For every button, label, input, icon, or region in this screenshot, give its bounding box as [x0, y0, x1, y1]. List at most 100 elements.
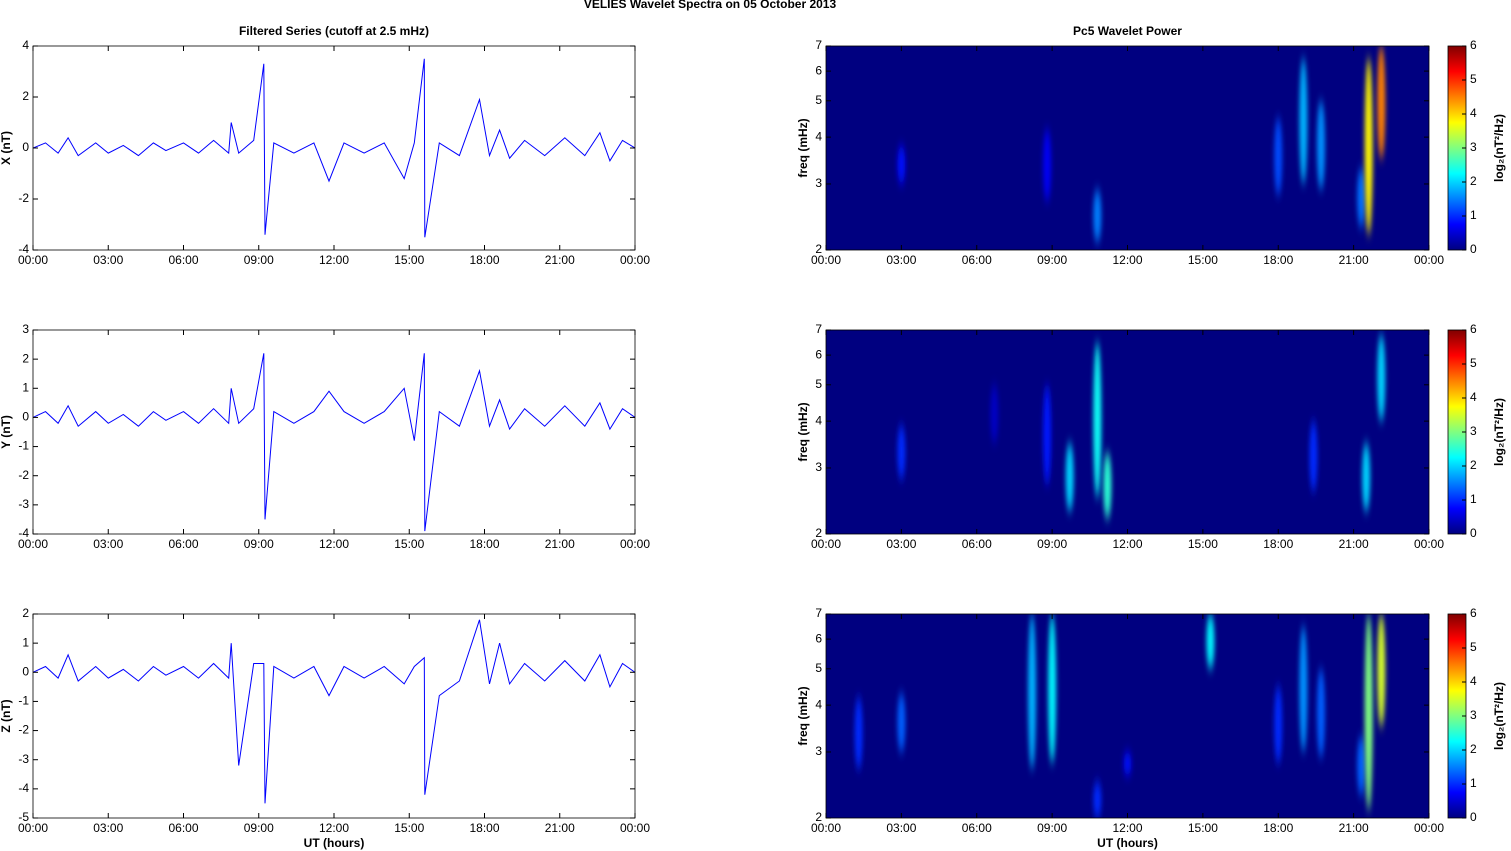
y-tick-label: 2 — [22, 351, 29, 365]
y-tick-label: -1 — [18, 694, 29, 708]
x-tick-label: 00:00 — [18, 821, 48, 835]
x-tick-label: 00:00 — [1414, 253, 1444, 267]
x-tick-label: 06:00 — [962, 821, 992, 835]
x-tick-label: 15:00 — [394, 821, 424, 835]
y-tick-label: 3 — [815, 176, 822, 190]
colorbar-tick-label: 3 — [1470, 140, 1477, 154]
colorbar-tick-label: 2 — [1470, 458, 1477, 472]
plot-area — [897, 46, 1386, 243]
plot-area — [897, 334, 1386, 519]
wavelet-power — [1299, 626, 1308, 752]
plot-background — [826, 46, 1429, 250]
x-tick-label: 00:00 — [1414, 821, 1444, 835]
colorbar-tick-label: 1 — [1470, 208, 1477, 222]
colorbar-tick-label: 4 — [1470, 106, 1477, 120]
y-tick-label: 0 — [22, 410, 29, 424]
wavelet-power — [1274, 685, 1283, 764]
x-tick-label: 06:00 — [962, 537, 992, 551]
wavelet-power — [1357, 168, 1366, 228]
plot-background — [826, 330, 1429, 534]
y-axis-label: freq (mHz) — [796, 686, 810, 745]
y-tick-label: 4 — [815, 129, 822, 143]
y-tick-label: 3 — [22, 322, 29, 336]
y-tick-label: 5 — [815, 377, 822, 391]
x-tick-label: 18:00 — [1263, 821, 1293, 835]
wavelet-power — [897, 693, 906, 752]
x-tick-label: 15:00 — [1188, 821, 1218, 835]
wavelet-power — [1316, 100, 1325, 190]
y-axis-label: Y (nT) — [0, 415, 13, 449]
series-line — [33, 353, 635, 532]
y-tick-label: -3 — [18, 497, 29, 511]
colorbar-tick-label: 3 — [1470, 708, 1477, 722]
wavelet-power — [1377, 46, 1386, 159]
x-tick-label: 12:00 — [1112, 253, 1142, 267]
x-tick-label: 18:00 — [1263, 537, 1293, 551]
y-tick-label: 6 — [815, 631, 822, 645]
colorbar-label: log₂(nT²/Hz) — [1492, 398, 1506, 466]
x-tick-label: 21:00 — [545, 253, 575, 267]
x-tick-label: 06:00 — [168, 253, 198, 267]
x-tick-label: 09:00 — [244, 821, 274, 835]
y-tick-label: -4 — [18, 526, 29, 540]
x-tick-label: 03:00 — [93, 537, 123, 551]
chart-title: Pc5 Wavelet Power — [1073, 24, 1182, 38]
y-tick-label: 0 — [22, 664, 29, 678]
plot-area — [854, 614, 1386, 818]
plot-area — [33, 58, 635, 238]
colorbar-tick-label: 6 — [1470, 322, 1477, 336]
y-tick-label: -2 — [18, 723, 29, 737]
x-tick-label: 00:00 — [620, 821, 650, 835]
wavelet-power — [990, 384, 999, 443]
colorbar-tick-label: 0 — [1470, 810, 1477, 824]
y-tick-label: -1 — [18, 439, 29, 453]
plot-background — [33, 46, 635, 250]
x-tick-label: 21:00 — [1339, 821, 1369, 835]
x-tick-label: 03:00 — [886, 537, 916, 551]
x-axis-label: UT (hours) — [304, 836, 365, 850]
colorbar-tick-label: 1 — [1470, 492, 1477, 506]
x-tick-label: 00:00 — [811, 537, 841, 551]
plot-area — [33, 619, 635, 804]
x-tick-label: 06:00 — [168, 821, 198, 835]
x-tick-label: 18:00 — [469, 253, 499, 267]
y-axis-label: freq (mHz) — [796, 402, 810, 461]
x-tick-label: 00:00 — [18, 253, 48, 267]
series-line — [33, 619, 635, 804]
colorbar-tick-label: 2 — [1470, 742, 1477, 756]
y-tick-label: 6 — [815, 347, 822, 361]
wavelet-power — [1362, 442, 1371, 512]
colorbar-tick-label: 4 — [1470, 390, 1477, 404]
colorbar-tick-label: 5 — [1470, 640, 1477, 654]
y-tick-label: 3 — [815, 460, 822, 474]
y-tick-label: 2 — [815, 526, 822, 540]
x-tick-label: 09:00 — [1037, 821, 1067, 835]
x-tick-label: 15:00 — [1188, 537, 1218, 551]
wavelet-power — [1364, 58, 1373, 235]
x-tick-label: 00:00 — [620, 253, 650, 267]
y-tick-label: -3 — [18, 752, 29, 766]
x-axis-label: UT (hours) — [1097, 836, 1158, 850]
y-tick-label: 1 — [22, 380, 29, 394]
colorbar-label: log₂(nT²/Hz) — [1492, 682, 1506, 750]
wavelet-power — [1377, 334, 1386, 422]
y-tick-label: -2 — [18, 191, 29, 205]
wavelet-power — [1377, 614, 1386, 727]
y-tick-label: -5 — [18, 810, 29, 824]
wavelet-power — [1206, 614, 1215, 669]
x-tick-label: 15:00 — [394, 537, 424, 551]
y-tick-label: 2 — [815, 810, 822, 824]
y-tick-label: 7 — [815, 38, 822, 52]
colorbar-tick-label: 1 — [1470, 776, 1477, 790]
series-line — [33, 58, 635, 238]
wavelet-power — [1316, 668, 1325, 758]
wavelet-power — [854, 697, 863, 770]
y-tick-label: 6 — [815, 63, 822, 77]
wavelet-power — [1357, 736, 1366, 796]
wavelet-power — [1043, 129, 1052, 202]
colorbar-tick-label: 5 — [1470, 72, 1477, 86]
wavelet-power — [1299, 58, 1308, 184]
y-tick-label: -4 — [18, 242, 29, 256]
x-tick-label: 18:00 — [469, 821, 499, 835]
